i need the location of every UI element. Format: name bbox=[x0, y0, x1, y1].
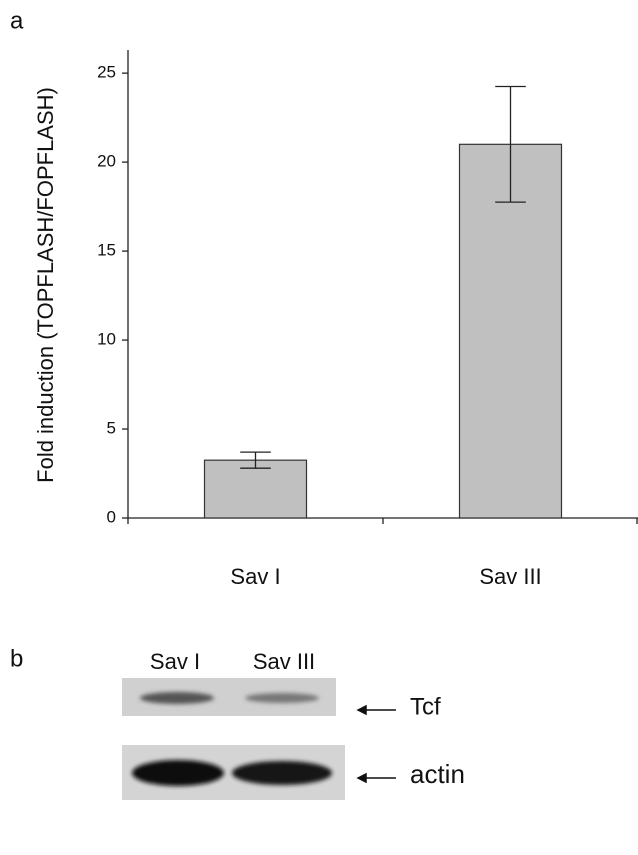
blot-band bbox=[140, 692, 214, 704]
y-tick-label: 10 bbox=[97, 330, 116, 349]
panel-label: b bbox=[10, 645, 23, 672]
x-tick-label: Sav III bbox=[479, 564, 541, 589]
bar bbox=[205, 460, 307, 518]
y-tick-label: 5 bbox=[107, 419, 116, 438]
y-tick-label: 20 bbox=[97, 152, 116, 171]
page: a b Fold induction (TOPFLASH/FOPFLASH) 0… bbox=[0, 0, 638, 855]
y-axis-label: Fold induction (TOPFLASH/FOPFLASH) bbox=[33, 87, 58, 483]
blot-band bbox=[132, 760, 224, 786]
y-tick-label: 0 bbox=[107, 507, 116, 526]
band-label: Tcf bbox=[410, 693, 441, 720]
lane-label: Sav I bbox=[150, 649, 200, 674]
figure: a b Fold induction (TOPFLASH/FOPFLASH) 0… bbox=[0, 0, 638, 855]
y-tick-label: 25 bbox=[97, 63, 116, 82]
lane-label: Sav III bbox=[253, 649, 315, 674]
arrow bbox=[358, 706, 396, 782]
x-tick-label: Sav I bbox=[230, 564, 280, 589]
band-label: actin bbox=[410, 759, 465, 789]
y-tick-label: 15 bbox=[97, 241, 116, 260]
panel-label: a bbox=[10, 7, 24, 34]
plot: 0 5 10 15 20 25 Sav I Sav III bbox=[97, 50, 638, 589]
blot-band bbox=[232, 761, 332, 785]
blot-band bbox=[245, 693, 319, 703]
